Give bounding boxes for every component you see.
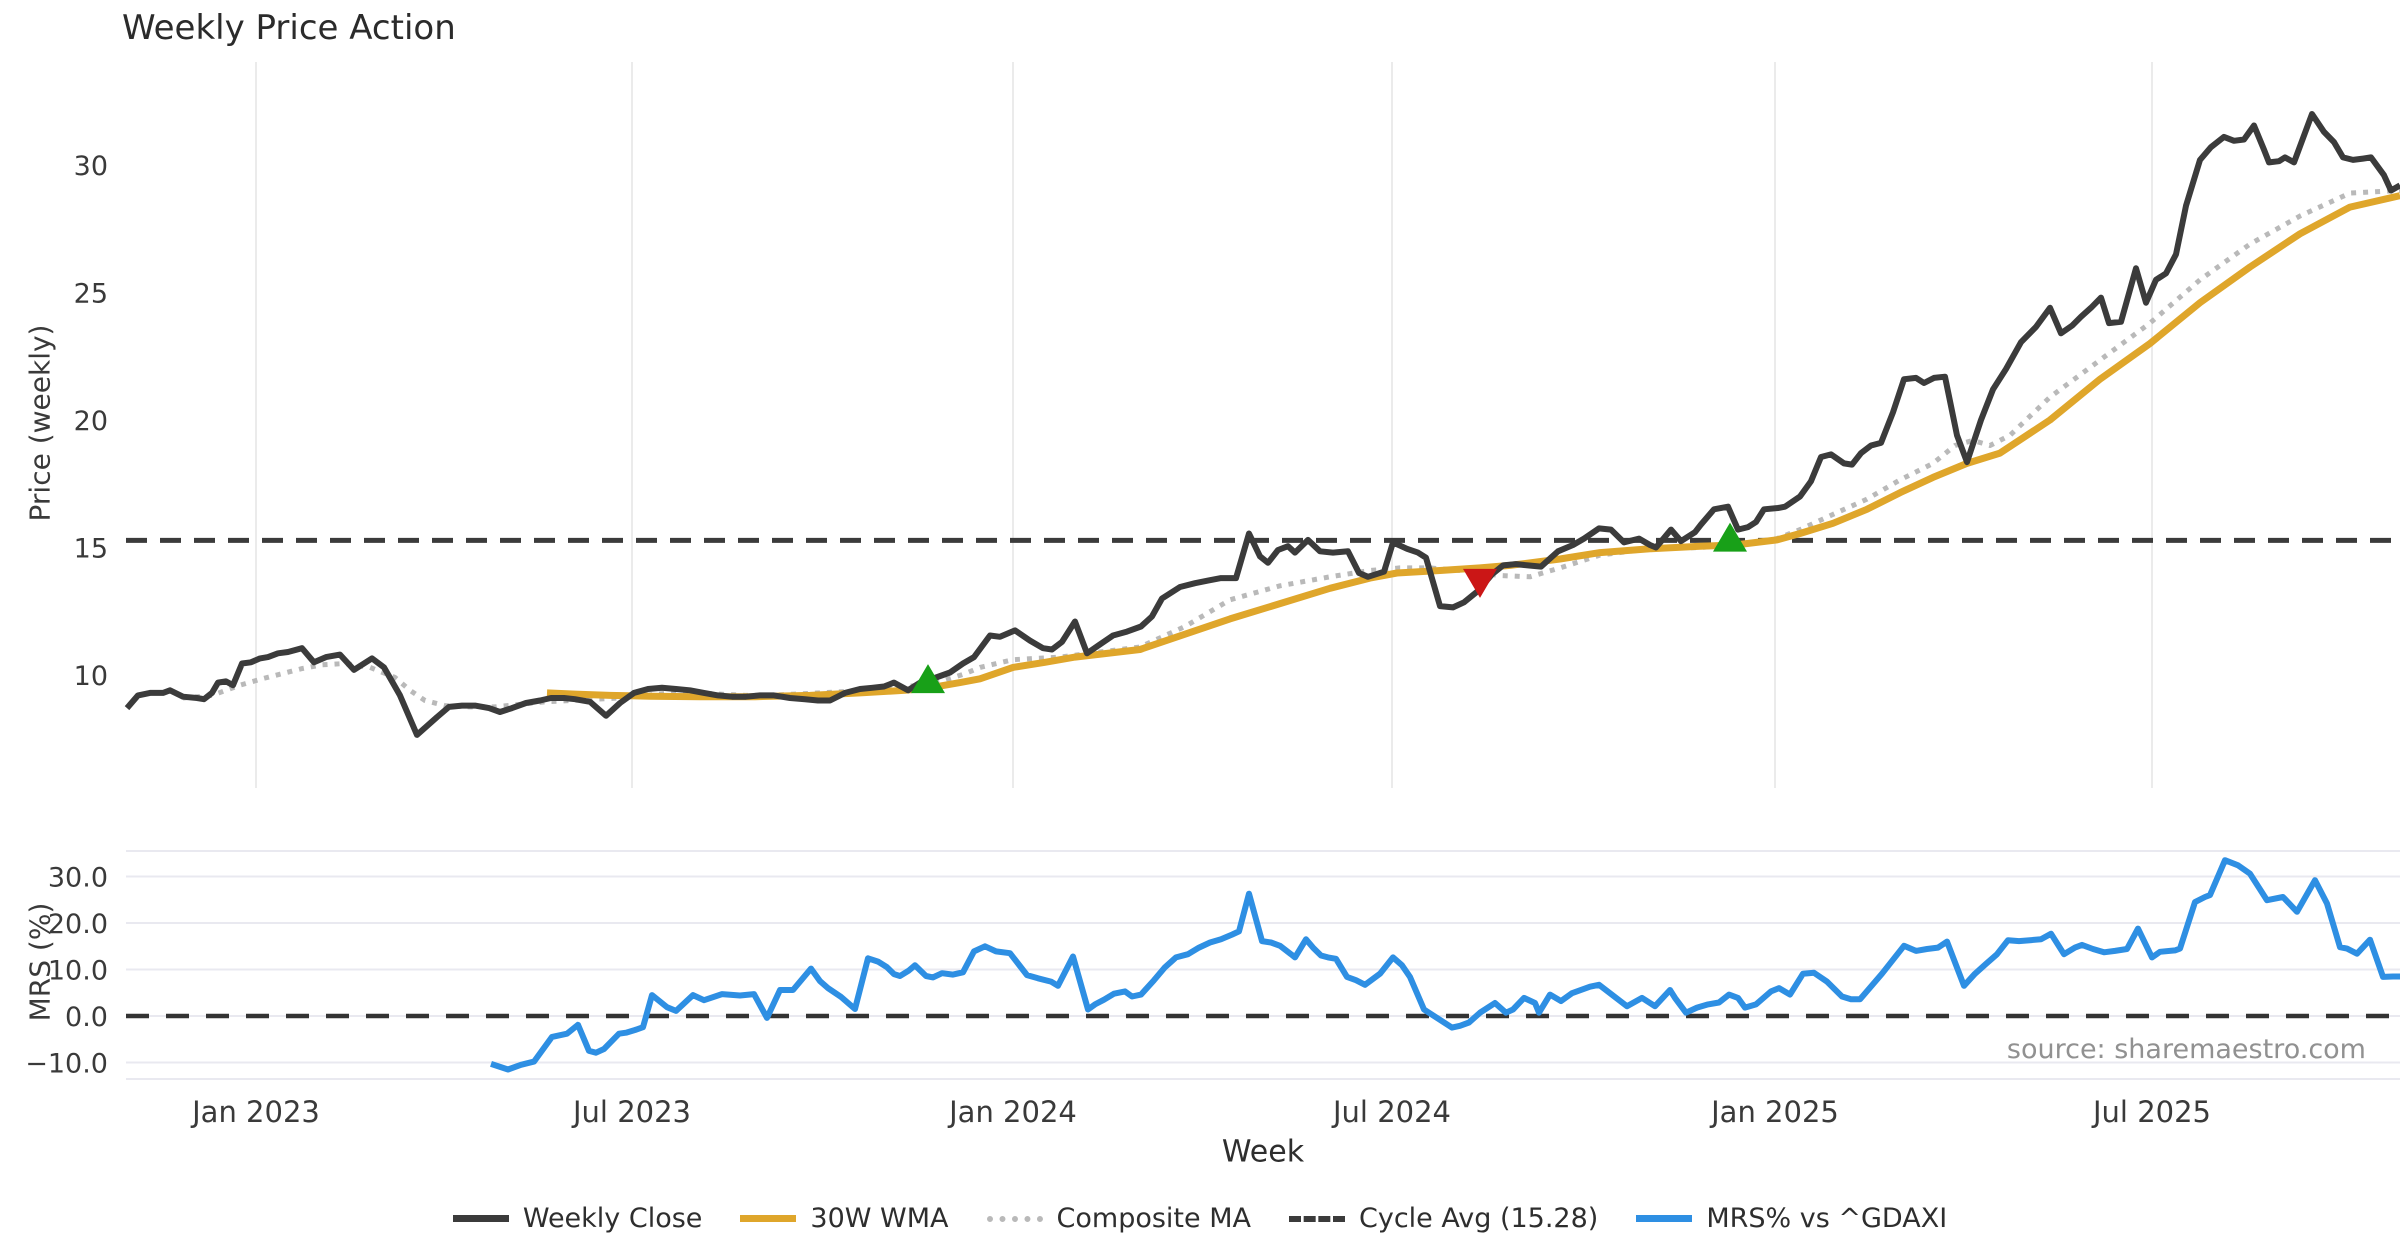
- series-30w-wma: [546, 192, 2400, 701]
- x-tick-label: Jul 2025: [2091, 1095, 2211, 1129]
- price-ytick-label: 10: [74, 661, 108, 692]
- weekly-close-line-swatch: [452, 1215, 509, 1222]
- mrs-ytick-label: 0.0: [65, 1002, 108, 1033]
- x-tick-label: Jul 2023: [571, 1095, 691, 1129]
- mrs-ytick-label: −10.0: [25, 1049, 108, 1080]
- mrs-line-swatch: [1636, 1215, 1693, 1222]
- price-ytick-label: 25: [74, 279, 108, 310]
- legend: Weekly Close 30W WMA Composite MA Cycle …: [0, 1203, 2400, 1234]
- price-ytick-label: 15: [74, 534, 108, 565]
- price-ytick-label: 20: [74, 406, 108, 437]
- legend-item-weekly-close: Weekly Close: [452, 1203, 703, 1234]
- series-weekly-close: [124, 111, 2400, 738]
- legend-label: Weekly Close: [522, 1203, 703, 1234]
- series-composite-ma: [182, 188, 2400, 710]
- wma-line-swatch: [740, 1215, 797, 1222]
- legend-label: Cycle Avg (15.28): [1358, 1203, 1599, 1234]
- x-tick-label: Jul 2024: [1331, 1095, 1451, 1129]
- page-title: Weekly Price Action: [122, 8, 456, 48]
- mrs-ytick-label: 10.0: [48, 956, 108, 987]
- buy-signal-marker: [1713, 522, 1747, 552]
- legend-label: Composite MA: [1056, 1203, 1251, 1234]
- x-tick-label: Jan 2023: [190, 1095, 320, 1129]
- mrs-ytick-label: 30.0: [48, 863, 108, 894]
- composite-ma-line-swatch: [986, 1215, 1043, 1222]
- x-axis-label: Week: [1221, 1134, 1305, 1170]
- source-note: source: sharemaestro.com: [2006, 1034, 2366, 1065]
- series-mrs: [490, 857, 2400, 1073]
- legend-item-composite-ma: Composite MA: [986, 1203, 1251, 1234]
- price-ytick-label: 30: [74, 151, 108, 182]
- buy-signal-marker: [911, 664, 945, 694]
- legend-label: MRS% vs ^GDAXI: [1706, 1203, 1948, 1234]
- legend-label: 30W WMA: [810, 1203, 949, 1234]
- x-tick-label: Jan 2024: [947, 1095, 1077, 1129]
- legend-item-30w-wma: 30W WMA: [740, 1203, 949, 1234]
- sell-signal-marker: [1463, 568, 1497, 598]
- mrs-ytick-label: 20.0: [48, 909, 108, 940]
- legend-item-mrs: MRS% vs ^GDAXI: [1636, 1203, 1947, 1234]
- legend-item-cycle-avg: Cycle Avg (15.28): [1288, 1203, 1599, 1234]
- x-tick-label: Jan 2025: [1709, 1095, 1839, 1129]
- cycle-avg-line-swatch: [1288, 1215, 1345, 1222]
